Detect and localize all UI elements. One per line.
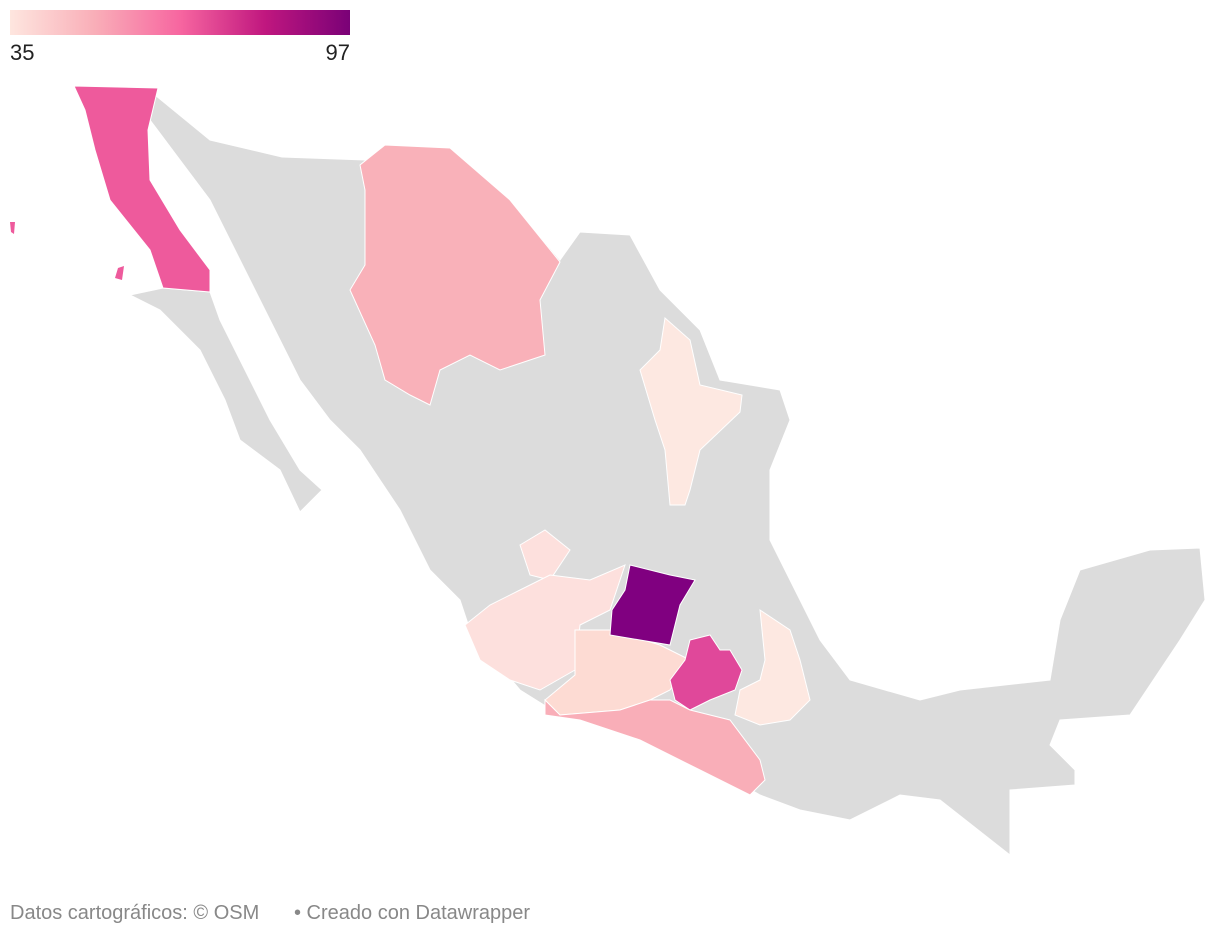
region xyxy=(639,317,743,506)
island xyxy=(115,266,124,280)
footer-source: Datos cartográficos: © OSM xyxy=(10,902,259,924)
region xyxy=(128,287,323,513)
region xyxy=(544,698,766,796)
footer-credit: • Creado con Datawrapper xyxy=(294,902,530,924)
legend-max: 97 xyxy=(326,40,350,65)
regions xyxy=(10,85,1206,857)
region xyxy=(519,529,571,581)
region xyxy=(73,85,211,293)
legend-bar xyxy=(10,10,350,35)
region xyxy=(669,634,743,711)
region xyxy=(349,144,561,406)
region xyxy=(734,608,811,726)
region xyxy=(609,564,696,646)
region xyxy=(464,564,626,691)
island xyxy=(10,222,15,234)
legend-min: 35 xyxy=(10,40,34,65)
